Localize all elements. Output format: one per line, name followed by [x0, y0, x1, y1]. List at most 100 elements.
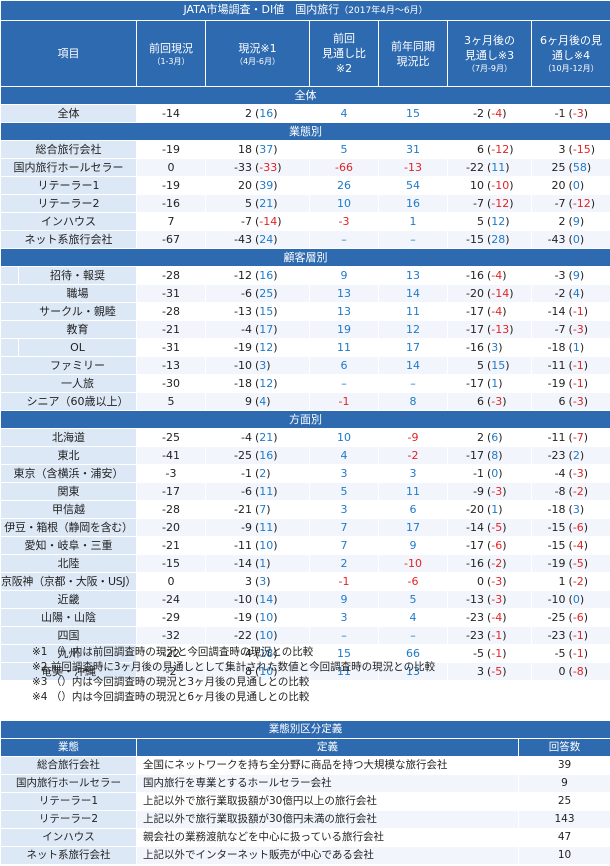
outlook-vs-text: 11	[337, 341, 351, 354]
definition-text: 上記以外でインターネット販売が中心である会社	[136, 846, 519, 865]
table-row: 団 体招待・報奨-28-12(16)913-16(-4)-3(9)	[0, 266, 610, 285]
prev-value-text: -31	[162, 341, 180, 354]
outlook-3m-diff-value: 8	[491, 449, 499, 462]
outlook-vs-text: 3	[340, 467, 348, 480]
row-label: 一人旅	[0, 374, 137, 393]
yoy-text: 11	[406, 485, 420, 498]
outlook-3m: -5 (-1)	[447, 644, 532, 663]
column-header-label: 前回 見通し比 ※2	[322, 32, 366, 75]
current: -13 (15)	[205, 302, 310, 321]
outlook-6m-diff-value: -2	[572, 485, 584, 498]
footnote: ※1 （）内は前回調査時の現況と今回調査時の現況との比較	[32, 646, 314, 658]
outlook-3m-value: -23	[466, 629, 484, 642]
outlook-3m-diff: (-14)	[487, 287, 514, 300]
row-label-text: OL	[70, 341, 85, 354]
current: -10 (14)	[205, 590, 310, 609]
definition-text: 上記以外で旅行業取扱額が30億円以上の旅行会社	[136, 792, 519, 811]
outlook-6m-value: -2	[554, 287, 566, 300]
yoy: 16	[378, 194, 448, 213]
table-row: 四国 -32 -22 (10) – – -23 (-1) -23 (-1)	[0, 626, 610, 645]
row-label-text: 関東	[57, 485, 80, 498]
outlook-3m-diff: (-4)	[487, 611, 507, 624]
current: 5 (21)	[205, 194, 310, 213]
outlook-vs: -66	[309, 158, 379, 177]
section-title: 業態別	[0, 122, 610, 141]
section-title: 顧客層別	[0, 248, 610, 267]
yoy: 13	[378, 266, 448, 285]
current-value: -22	[234, 629, 252, 642]
column-header-sub: （4月-6月）	[234, 56, 281, 66]
outlook-6m: -25 (-6)	[530, 608, 610, 627]
current-diff-value: 15	[259, 305, 274, 318]
current-diff: (37)	[255, 143, 278, 156]
outlook-6m-diff-value: -1	[572, 377, 584, 390]
outlook-3m: -20 (-14)	[447, 284, 532, 303]
definition-name: リテーラー2	[0, 810, 137, 829]
outlook-3m-diff: (-4)	[487, 107, 507, 120]
outlook-3m-diff: (1)	[487, 503, 503, 516]
outlook-3m-diff: (3)	[487, 341, 503, 354]
column-header-label: 項目	[57, 47, 80, 60]
yoy-text: -9	[407, 431, 419, 444]
yoy-text: -6	[407, 575, 419, 588]
outlook-3m-value: -16	[466, 269, 484, 282]
row-label: 四国	[0, 626, 137, 645]
row-label-text: ネット系旅行会社	[24, 233, 113, 246]
row-label: シニア（60歳以上）	[0, 392, 137, 411]
row-label: 京阪神（京都・大阪・USJ）	[0, 572, 137, 591]
current-diff-value: 11	[259, 521, 274, 534]
current-value: 20	[238, 179, 252, 192]
current-diff-value: 12	[259, 341, 274, 354]
definitions-row: インハウス 親会社の業務渡航などを中心に扱っている旅行会社 47	[0, 828, 610, 847]
outlook-6m-diff: (1)	[568, 341, 585, 354]
outlook-6m-value: -1	[554, 107, 566, 120]
outlook-6m-diff: (-4)	[568, 539, 589, 552]
outlook-6m: -19 (-1)	[530, 374, 610, 393]
current-diff-value: 10	[259, 665, 274, 678]
row-label: 奄美・沖縄	[0, 662, 137, 681]
current-diff: (39)	[255, 179, 278, 192]
current: -4 (18)	[205, 644, 310, 663]
row-label: 個 人 OL	[0, 338, 137, 357]
outlook-3m: -16 (3)	[447, 338, 532, 357]
outlook-vs-text: 2	[340, 557, 348, 570]
prev-value: -13	[136, 356, 206, 375]
outlook-6m: 25 (58)	[530, 158, 610, 177]
outlook-vs-text: 3	[340, 611, 348, 624]
yoy: 5	[378, 590, 448, 609]
outlook-3m-diff: (28)	[487, 233, 510, 246]
prev-value-text: -21	[162, 323, 180, 336]
yoy: 31	[378, 140, 448, 159]
row-label: インハウス	[0, 212, 137, 231]
definitions-row: ネット系旅行会社 上記以外でインターネット販売が中心である会社 10	[0, 846, 610, 865]
footnotes: ※1 （）内は前回調査時の現況と今回調査時の現況との比較 ※2 前回調査時に3ヶ月…	[0, 645, 610, 705]
current-diff: (16)	[255, 269, 278, 282]
outlook-6m: -8 (-2)	[530, 482, 610, 501]
outlook-3m-diff-value: 11	[491, 161, 506, 174]
outlook-vs: 3	[309, 608, 379, 627]
outlook-3m-diff: (-5)	[487, 665, 507, 678]
outlook-3m: -23 (-1)	[447, 626, 532, 645]
outlook-3m: -7 (-12)	[447, 194, 532, 213]
outlook-6m-diff-value: -12	[572, 197, 591, 210]
outlook-vs: –	[309, 230, 379, 249]
outlook-vs: 11	[309, 662, 379, 681]
outlook-3m-diff-value: -6	[491, 539, 503, 552]
column-header-label: 3ヶ月後の 見通し※3	[464, 34, 515, 62]
yoy-text: 8	[409, 395, 417, 408]
current: -6 (11)	[205, 482, 310, 501]
prev-value-text: 0	[167, 161, 175, 174]
outlook-vs-text: 13	[337, 287, 351, 300]
outlook-vs-text: 13	[337, 305, 351, 318]
current-value: 18	[238, 143, 252, 156]
outlook-3m-diff-value: 1	[491, 503, 499, 516]
prev-value: -30	[136, 374, 206, 393]
outlook-3m-diff-value: -5	[491, 521, 503, 534]
current: -33 (-33)	[205, 158, 310, 177]
outlook-3m-value: -17	[466, 539, 484, 552]
prev-value: -19	[136, 176, 206, 195]
outlook-3m-value: -2	[473, 107, 484, 120]
outlook-6m: -18 (3)	[530, 500, 610, 519]
outlook-vs: 9	[309, 590, 379, 609]
